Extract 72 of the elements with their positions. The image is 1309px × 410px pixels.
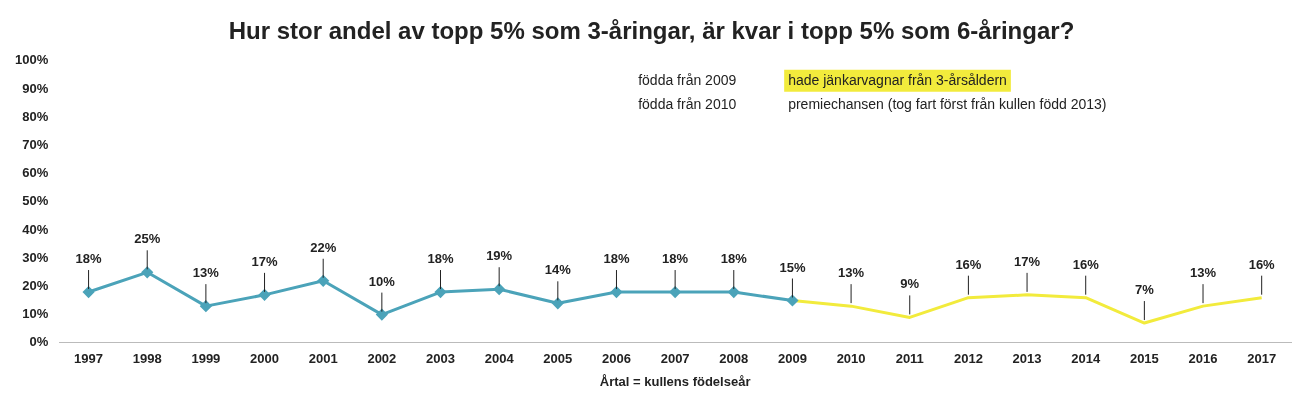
point [728,286,740,298]
point [435,286,447,298]
x-tick-label: 2014 [1071,351,1101,367]
y-tick-label: 0% [29,334,49,350]
x-tick-label: 2007 [660,351,690,367]
data-label: 18% [662,251,689,267]
data-label: 18% [720,251,748,267]
x-tick-label: 2012 [953,351,983,367]
data-label: 17% [1014,253,1041,269]
y-tick-label: 20% [22,277,49,293]
data-label: 7% [1134,282,1155,298]
x-tick-label: 2003 [426,351,455,367]
x-tick-label: 1997 [74,351,104,367]
data-label: 13% [192,265,220,281]
y-tick-label: 70% [22,136,49,152]
data-label: 25% [134,231,161,247]
data-label: 9% [900,276,920,292]
x-axis-title: Årtal = kullens födelseår [599,373,751,389]
x-tick-label: 2009 [777,351,807,367]
y-tick-label: 30% [22,249,49,265]
point [610,286,622,298]
point [317,275,329,287]
x-tick-label: 2000 [250,351,279,367]
annotation: födda från 2010 [638,95,737,112]
x-tick-label: 2004 [484,351,515,367]
annotation: hade jänkarvagnar från 3-årsåldern [788,71,1007,88]
x-tick-label: 2013 [1012,351,1042,367]
point [493,283,505,295]
y-tick-label: 50% [22,193,49,209]
point [259,289,271,301]
x-tick-label: 2001 [308,351,338,367]
data-label: 18% [75,251,103,267]
y-tick-label: 10% [22,306,49,322]
data-label: 22% [310,239,337,255]
y-tick-label: 80% [22,108,49,124]
point [552,297,564,309]
data-label: 15% [779,259,806,275]
data-label: 18% [603,251,630,267]
data-label: 16% [1248,256,1276,272]
x-tick-label: 2010 [836,351,866,367]
annotation: födda från 2009 [638,71,737,88]
point [786,295,798,306]
x-tick-label: 2015 [1129,351,1159,367]
y-tick-label: 40% [22,221,49,237]
y-tick-label: 60% [22,165,49,181]
y-tick-label: 90% [22,80,49,96]
chart-title: Hur stor andel av topp 5% som 3-åringar, är kvar i topp 5% som 6-åringar? [228,17,1075,45]
x-tick-label: 2017 [1247,351,1277,367]
data-label: 13% [838,265,865,281]
data-label: 17% [251,253,278,269]
x-tick-label: 1999 [191,351,221,367]
x-tick-label: 2011 [895,351,924,367]
point [83,286,95,298]
x-tick-label: 2006 [602,351,631,367]
x-tick-label: 2016 [1188,351,1218,367]
data-label: 16% [955,256,982,272]
data-label: 14% [544,262,572,278]
x-tick-label: 2005 [543,351,573,367]
data-label: 16% [1072,256,1100,272]
x-tick-label: 1998 [132,351,162,367]
annotation: premiechansen (tog fart först från kullen född 2013) [788,95,1107,112]
point [669,286,681,298]
data-label: 18% [427,251,454,267]
x-tick-label: 2002 [367,351,397,367]
point [376,309,388,321]
point [200,300,212,312]
data-label: 13% [1190,265,1217,281]
data-label: 19% [486,248,513,264]
y-tick-label: 100% [15,52,49,68]
point [141,266,153,278]
data-label: 10% [368,273,396,289]
x-tick-label: 2008 [719,351,749,367]
